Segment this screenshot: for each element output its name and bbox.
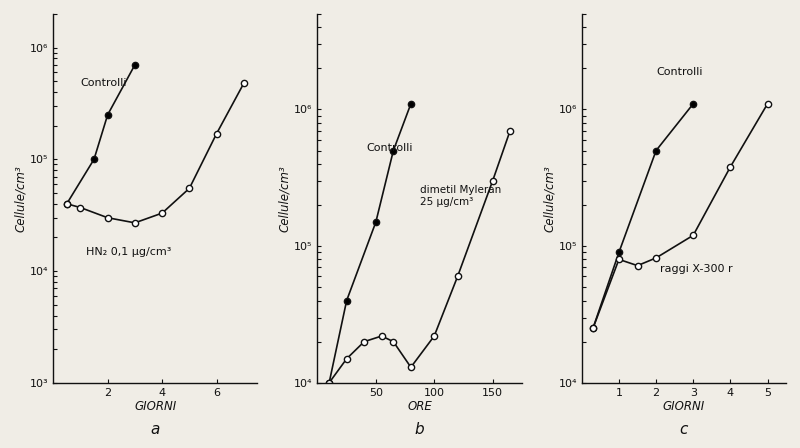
Y-axis label: Cellule/cm³: Cellule/cm³ [542, 165, 556, 232]
Text: Controlli: Controlli [656, 67, 702, 77]
Text: Controlli: Controlli [80, 78, 127, 88]
Text: dimetil Myleran
25 μg/cm³: dimetil Myleran 25 μg/cm³ [420, 185, 502, 207]
X-axis label: GIORNI: GIORNI [663, 401, 705, 414]
Text: a: a [150, 422, 160, 437]
Text: c: c [680, 422, 688, 437]
Text: HN₂ 0,1 μg/cm³: HN₂ 0,1 μg/cm³ [86, 247, 171, 257]
X-axis label: GIORNI: GIORNI [134, 401, 177, 414]
Text: raggi X-300 r: raggi X-300 r [660, 264, 733, 274]
Text: b: b [415, 422, 425, 437]
Y-axis label: Cellule/cm³: Cellule/cm³ [14, 165, 27, 232]
Y-axis label: Cellule/cm³: Cellule/cm³ [278, 165, 291, 232]
Text: Controlli: Controlli [366, 142, 413, 153]
X-axis label: ORE: ORE [407, 401, 432, 414]
